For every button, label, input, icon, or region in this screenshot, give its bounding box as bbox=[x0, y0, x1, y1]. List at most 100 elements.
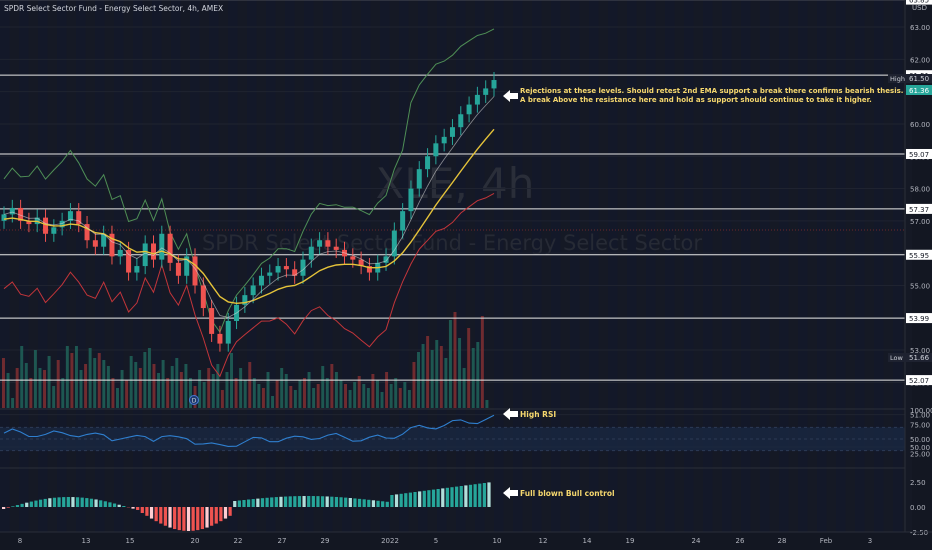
candle-body bbox=[200, 285, 206, 309]
volume-bar bbox=[33, 350, 37, 408]
bg-stripe bbox=[807, 0, 817, 532]
candle-body bbox=[209, 308, 215, 334]
volume-bar bbox=[11, 398, 15, 408]
candle-body bbox=[300, 259, 306, 276]
bg-stripe bbox=[674, 0, 684, 532]
macd-histogram-bar bbox=[177, 507, 181, 531]
volume-bar bbox=[225, 372, 229, 408]
macd-histogram-bar bbox=[413, 492, 417, 507]
volume-bar bbox=[435, 340, 439, 408]
bg-stripe bbox=[712, 0, 722, 532]
macd-histogram-bar bbox=[57, 497, 61, 507]
macd-histogram-bar bbox=[279, 496, 283, 507]
macd-histogram-bar bbox=[348, 498, 352, 507]
bg-stripe bbox=[465, 0, 475, 532]
candle-body bbox=[292, 269, 298, 276]
rsi-line bbox=[3, 414, 495, 447]
watermark-name: SPDR Select Sector Fund - Energy Select … bbox=[202, 231, 702, 255]
level-price-label: 53.99 bbox=[909, 315, 929, 323]
candle-body bbox=[175, 262, 181, 276]
macd-histogram-bar bbox=[34, 500, 38, 507]
macd-histogram-bar bbox=[256, 498, 260, 507]
bg-stripe bbox=[503, 0, 513, 532]
bg-stripe bbox=[218, 0, 228, 532]
volume-bar bbox=[138, 368, 142, 408]
macd-histogram-bar bbox=[173, 507, 177, 530]
rsi-tick-label: 100.00 bbox=[910, 407, 932, 415]
annotation-arrow-icon bbox=[503, 487, 518, 499]
macd-histogram-bar bbox=[464, 485, 468, 507]
macd-histogram-bar bbox=[2, 507, 6, 509]
macd-histogram-bar bbox=[228, 507, 232, 516]
volume-bar bbox=[188, 378, 192, 408]
macd-histogram-bar bbox=[219, 507, 223, 522]
ema-slow-line bbox=[3, 128, 495, 305]
macd-histogram-bar bbox=[99, 500, 103, 507]
price-tick-label: 58.00 bbox=[910, 186, 930, 194]
time-tick-label: 3 bbox=[868, 537, 872, 545]
macd-histogram-bar bbox=[459, 486, 463, 507]
macd-histogram-bar bbox=[408, 492, 413, 507]
bg-stripe bbox=[855, 0, 865, 532]
macd-histogram-bar bbox=[247, 499, 251, 507]
time-tick-label: 5 bbox=[434, 537, 438, 545]
macd-histogram-bar bbox=[108, 502, 112, 507]
macd-histogram-bar bbox=[6, 507, 10, 508]
level-price-tag bbox=[906, 249, 932, 260]
dividend-marker-label: D bbox=[192, 398, 197, 405]
bg-stripe bbox=[665, 0, 675, 532]
time-tick-label: 15 bbox=[126, 537, 135, 545]
volume-bar bbox=[211, 374, 215, 408]
bg-stripe bbox=[76, 0, 86, 532]
volume-bar bbox=[362, 384, 366, 408]
volume-bar bbox=[252, 378, 256, 408]
volume-bar bbox=[266, 372, 270, 408]
bg-stripe bbox=[741, 0, 751, 532]
bg-stripe bbox=[826, 0, 836, 532]
volume-bar bbox=[321, 366, 325, 408]
bg-stripe bbox=[703, 0, 713, 532]
bg-stripe bbox=[446, 0, 456, 532]
bg-stripe bbox=[228, 0, 238, 532]
time-axis: 8 13 15 20 22 27 29 2022 5 10 12 14 19 24 26 28 Feb 3 bbox=[0, 531, 932, 545]
candle-body bbox=[9, 207, 15, 215]
time-tick-label: 29 bbox=[321, 537, 330, 545]
macd-histogram-bar bbox=[265, 497, 269, 507]
bg-stripe bbox=[342, 0, 352, 532]
rsi-tick-label: 25.00 bbox=[910, 451, 930, 459]
bg-stripe bbox=[475, 0, 485, 532]
low-value: 51.66 bbox=[909, 354, 930, 362]
macd-histogram-bar bbox=[311, 496, 315, 507]
macd-tick-label: -2.50 bbox=[910, 529, 928, 537]
macd-histogram-bar bbox=[404, 493, 408, 507]
bg-stripe bbox=[104, 0, 114, 532]
volume-bar bbox=[325, 378, 329, 408]
low-value-tag bbox=[906, 353, 932, 362]
macd-histogram-bar bbox=[29, 501, 33, 507]
candle-body bbox=[184, 256, 190, 276]
time-tick-label: 22 bbox=[234, 537, 243, 545]
macd-histogram-bar bbox=[482, 483, 486, 507]
volume-bar bbox=[261, 388, 265, 408]
macd-histogram-bar bbox=[196, 507, 200, 531]
level-price-label: 63.85 bbox=[909, 0, 929, 5]
candle-body bbox=[366, 266, 372, 273]
macd-pane bbox=[0, 467, 905, 531]
volume-bar bbox=[398, 388, 402, 408]
bg-stripe bbox=[209, 0, 219, 532]
bg-stripe bbox=[161, 0, 171, 532]
bg-stripe bbox=[38, 0, 48, 532]
volume-bar bbox=[125, 380, 129, 408]
candle-body bbox=[150, 243, 156, 260]
candle-body bbox=[425, 156, 431, 170]
candle-body bbox=[101, 233, 107, 247]
macd-histogram-bar bbox=[62, 497, 66, 507]
volume-bar bbox=[280, 368, 284, 408]
bg-stripe bbox=[399, 0, 409, 532]
macd-histogram-bar bbox=[52, 497, 57, 507]
resistance-levels bbox=[0, 0, 905, 381]
time-tick-label: 8 bbox=[18, 537, 22, 545]
volume-bar bbox=[476, 342, 480, 408]
volume-bar bbox=[275, 380, 279, 408]
macd-histogram-bar bbox=[140, 507, 144, 513]
